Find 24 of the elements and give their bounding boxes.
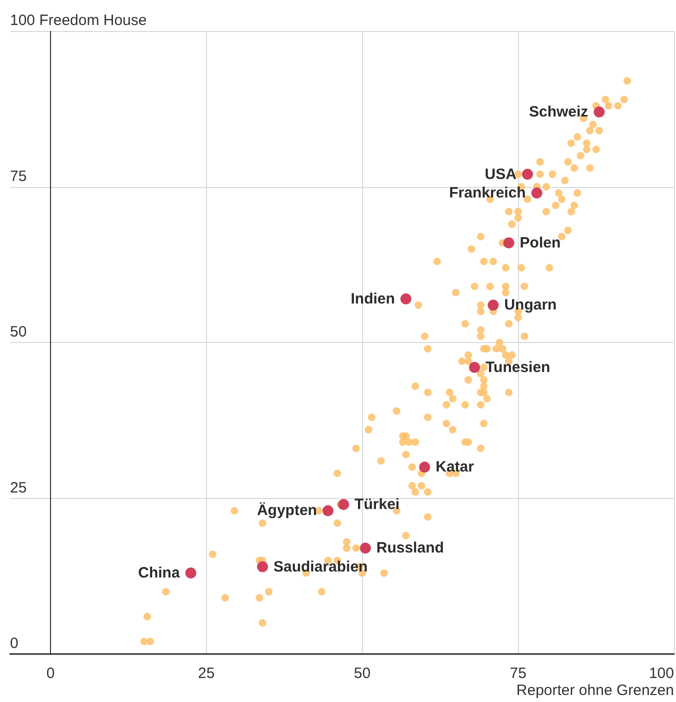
x-tick-label: 0 [46, 665, 55, 682]
y-tick-label: 50 [10, 324, 27, 340]
annotation: China [138, 564, 180, 582]
x-axis-title: Reporter ohne Grenzen [516, 682, 674, 699]
y-axis-title: Freedom House [39, 12, 147, 29]
x-tick-label: 50 [354, 665, 371, 682]
annotation: Schweiz [528, 103, 588, 120]
y-tick-label: 0 [10, 635, 18, 652]
x-tick-label: 75 [510, 665, 526, 682]
x-tick-label: 25 [198, 665, 215, 682]
y-tick-label: 100 [10, 12, 36, 29]
annotation: Türkei [354, 496, 400, 513]
y-tick-label: 75 [10, 168, 27, 185]
annotation: Katar [436, 458, 474, 476]
annotation: Ägypten [256, 502, 317, 520]
annotation: Frankreich [449, 184, 526, 202]
annotation: Polen [520, 234, 561, 252]
annotation: Indien [350, 290, 395, 308]
annotation: Tunesien [485, 358, 550, 376]
x-tick-label: 100 [648, 665, 674, 682]
annotation: Ungarn [504, 296, 557, 314]
annotation: USA [484, 166, 517, 183]
y-tick-label: 25 [10, 479, 27, 496]
annotation: Russland [376, 540, 444, 557]
